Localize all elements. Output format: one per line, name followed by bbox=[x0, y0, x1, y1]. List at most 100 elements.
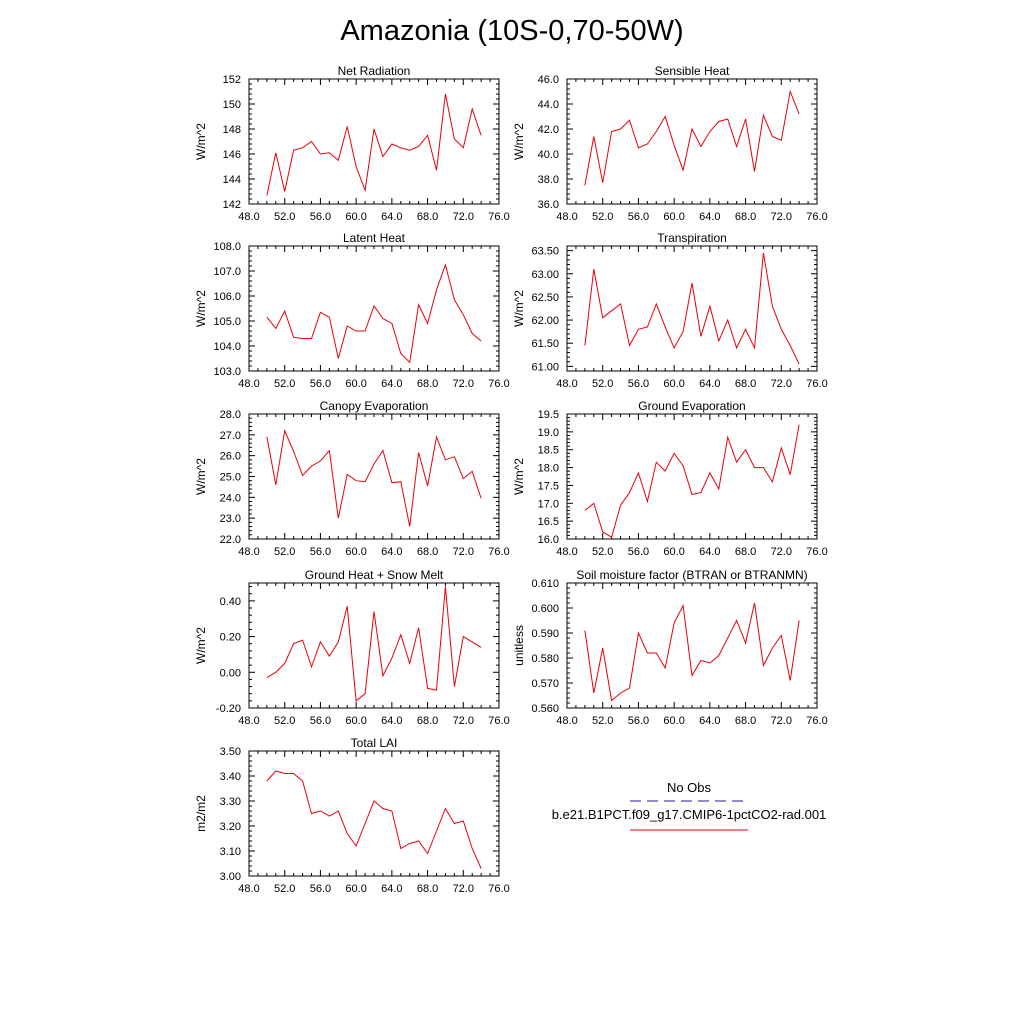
y-tick-label: 107.0 bbox=[213, 266, 241, 278]
y-tick-label: 42.0 bbox=[538, 124, 559, 136]
x-tick-label: 48.0 bbox=[238, 715, 259, 727]
y-tick-label: 3.00 bbox=[220, 871, 241, 883]
x-tick-label: 72.0 bbox=[453, 211, 474, 223]
x-tick-label: 52.0 bbox=[592, 546, 613, 558]
series-line bbox=[584, 89, 800, 186]
y-tick-label: 16.0 bbox=[538, 534, 559, 546]
y-tick-label: 0.40 bbox=[220, 596, 241, 608]
x-tick-label: 72.0 bbox=[453, 715, 474, 727]
x-tick-label: 64.0 bbox=[699, 546, 720, 558]
panel-6: Ground Evaporation W/m^2 48.0 52.0 56.0 60.0 6… bbox=[512, 399, 828, 558]
y-tick-label: 36.0 bbox=[538, 199, 559, 211]
x-tick-label: 76.0 bbox=[806, 546, 827, 558]
y-tick-label: 17.5 bbox=[538, 480, 559, 492]
x-tick-label: 68.0 bbox=[735, 211, 756, 223]
panel-title: Transpiration bbox=[657, 231, 727, 245]
panel-3: Latent Heat W/m^2 48.0 52.0 56.0 60.0 64.0 68.0… bbox=[194, 231, 510, 390]
series-line bbox=[266, 586, 482, 702]
y-tick-label: 62.50 bbox=[531, 292, 559, 304]
y-axis-label: W/m^2 bbox=[194, 123, 208, 160]
x-tick-label: 72.0 bbox=[771, 546, 792, 558]
x-tick-label: 64.0 bbox=[381, 211, 402, 223]
y-tick-label: 22.0 bbox=[220, 534, 241, 546]
panel-1: Net Radiation W/m^2 48.0 52.0 56.0 60.0 64.0 68… bbox=[194, 64, 510, 223]
x-tick-label: 60.0 bbox=[663, 378, 684, 390]
x-tick-label: 48.0 bbox=[238, 546, 259, 558]
y-tick-label: 61.50 bbox=[531, 338, 559, 350]
y-tick-label: 16.5 bbox=[538, 516, 559, 528]
y-tick-label: 17.0 bbox=[538, 498, 559, 510]
figure-title: Amazonia (10S-0,70-50W) bbox=[340, 15, 683, 47]
x-tick-label: 68.0 bbox=[417, 715, 438, 727]
x-tick-label: 68.0 bbox=[417, 546, 438, 558]
panel-title: Soil moisture factor (BTRAN or BTRANMN) bbox=[576, 568, 807, 582]
x-tick-label: 76.0 bbox=[806, 378, 827, 390]
x-tick-label: 72.0 bbox=[453, 883, 474, 895]
y-axis-label: W/m^2 bbox=[194, 458, 208, 495]
y-tick-label: 62.00 bbox=[531, 315, 559, 327]
panel-4: Transpiration W/m^2 48.0 52.0 56.0 60.0 64.0 68… bbox=[512, 231, 828, 390]
legend: No Obs b.e21.B1PCT.f09_g17.CMIP6-1pctCO2… bbox=[552, 780, 827, 831]
x-tick-label: 52.0 bbox=[274, 883, 295, 895]
y-tick-label: 104.0 bbox=[213, 341, 241, 353]
x-tick-label: 52.0 bbox=[592, 715, 613, 727]
y-tick-label: 3.10 bbox=[220, 846, 241, 858]
series-line bbox=[584, 602, 800, 702]
y-tick-label: 38.0 bbox=[538, 174, 559, 186]
x-tick-label: 64.0 bbox=[381, 715, 402, 727]
series-line bbox=[584, 252, 800, 365]
x-tick-label: 68.0 bbox=[735, 546, 756, 558]
panels-group: Net Radiation W/m^2 48.0 52.0 56.0 60.0 64.0 68… bbox=[194, 64, 828, 895]
x-tick-label: 56.0 bbox=[310, 546, 331, 558]
panel-title: Total LAI bbox=[351, 736, 398, 750]
y-tick-label: 106.0 bbox=[213, 291, 241, 303]
x-tick-label: 76.0 bbox=[488, 378, 509, 390]
x-tick-label: 60.0 bbox=[663, 715, 684, 727]
x-tick-label: 76.0 bbox=[488, 715, 509, 727]
x-tick-label: 56.0 bbox=[310, 715, 331, 727]
panel-8: Soil moisture factor (BTRAN or BTRANMN) u… bbox=[512, 568, 828, 727]
y-tick-label: 148 bbox=[223, 124, 241, 136]
y-axis-label: W/m^2 bbox=[512, 458, 526, 495]
panel-title: Ground Heat + Snow Melt bbox=[305, 568, 444, 582]
y-tick-label: 19.0 bbox=[538, 427, 559, 439]
y-axis-label: unitless bbox=[512, 625, 526, 666]
y-tick-label: 3.30 bbox=[220, 796, 241, 808]
x-tick-label: 48.0 bbox=[238, 378, 259, 390]
x-tick-label: 64.0 bbox=[381, 883, 402, 895]
y-tick-label: 3.50 bbox=[220, 746, 241, 758]
x-tick-label: 60.0 bbox=[663, 546, 684, 558]
x-tick-label: 68.0 bbox=[417, 883, 438, 895]
y-tick-label: 152 bbox=[223, 74, 241, 86]
y-axis-label: W/m^2 bbox=[512, 290, 526, 327]
x-tick-label: 64.0 bbox=[699, 715, 720, 727]
panel-9: Total LAI m2/m2 48.0 52.0 56.0 60.0 64.0 68.0 72… bbox=[194, 736, 510, 895]
x-tick-label: 68.0 bbox=[735, 715, 756, 727]
y-tick-label: 18.5 bbox=[538, 445, 559, 457]
panel-title: Latent Heat bbox=[343, 231, 406, 245]
legend-model-label: b.e21.B1PCT.f09_g17.CMIP6-1pctCO2-rad.00… bbox=[552, 807, 827, 822]
x-tick-label: 68.0 bbox=[417, 378, 438, 390]
y-tick-label: 150 bbox=[223, 99, 241, 111]
y-tick-label: -0.20 bbox=[216, 703, 241, 715]
x-tick-label: 52.0 bbox=[274, 378, 295, 390]
x-tick-label: 72.0 bbox=[771, 715, 792, 727]
x-tick-label: 72.0 bbox=[771, 211, 792, 223]
y-tick-label: 0.590 bbox=[531, 628, 559, 640]
x-tick-label: 76.0 bbox=[488, 883, 509, 895]
y-axis-label: m2/m2 bbox=[194, 795, 208, 832]
y-tick-label: 63.50 bbox=[531, 246, 559, 258]
x-tick-label: 56.0 bbox=[628, 715, 649, 727]
panel-5: Canopy Evaporation W/m^2 48.0 52.0 56.0 60.0 6… bbox=[194, 399, 510, 558]
legend-obs-label: No Obs bbox=[667, 780, 712, 795]
y-tick-label: 28.0 bbox=[220, 409, 241, 421]
x-tick-label: 52.0 bbox=[274, 715, 295, 727]
y-tick-label: 144 bbox=[223, 174, 241, 186]
series-line bbox=[584, 424, 800, 538]
panel-title: Ground Evaporation bbox=[638, 399, 745, 413]
panel-7: Ground Heat + Snow Melt W/m^2 48.0 52.0 56.0… bbox=[194, 568, 510, 727]
y-tick-label: 23.0 bbox=[220, 513, 241, 525]
x-tick-label: 48.0 bbox=[238, 211, 259, 223]
x-tick-label: 56.0 bbox=[310, 883, 331, 895]
y-tick-label: 61.00 bbox=[531, 361, 559, 373]
